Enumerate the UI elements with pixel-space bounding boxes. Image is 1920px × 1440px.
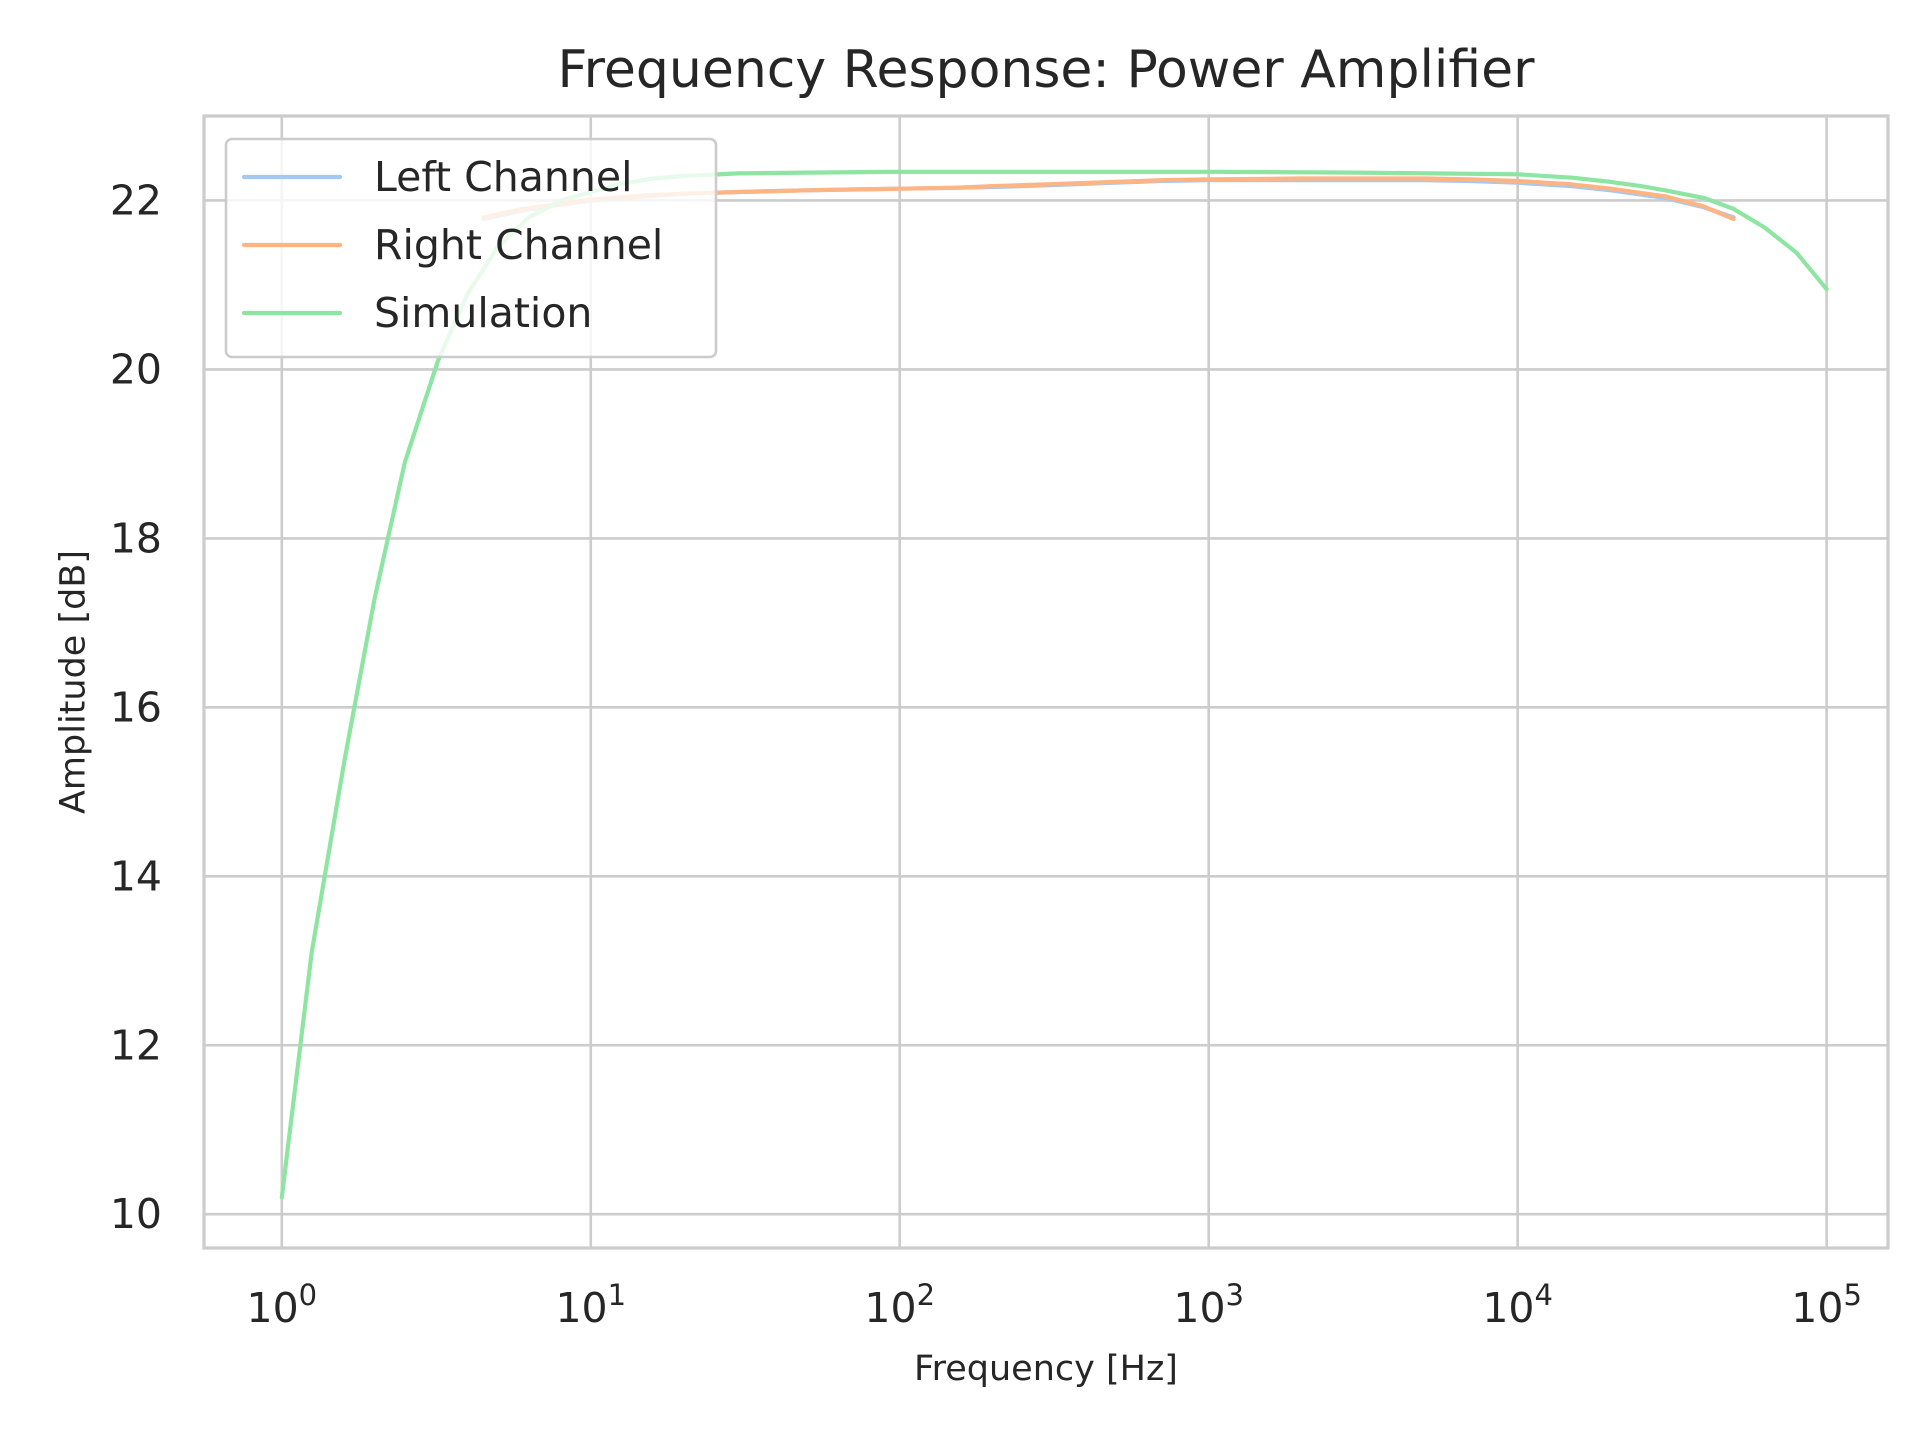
x-tick-label: 101 [555, 1278, 626, 1332]
legend-entry-label: Simulation [374, 289, 592, 337]
y-tick-label: 16 [110, 683, 162, 731]
y-tick-label: 12 [110, 1021, 162, 1069]
y-axis-label: Amplitude [dB] [53, 550, 93, 814]
legend: Left Channel Right Channel Simulation [224, 137, 718, 359]
y-tick-label: 10 [110, 1190, 162, 1238]
legend-entry-label: Right Channel [374, 221, 663, 269]
series-line [279, 169, 1829, 1200]
plot-frame [202, 114, 1890, 1250]
x-tick-label: 102 [864, 1278, 935, 1332]
x-tick-label: 100 [246, 1278, 317, 1332]
x-tick-label: 104 [1482, 1278, 1553, 1332]
y-tick-label: 18 [110, 514, 162, 562]
tick-labels: 100 101 102 103 104 105 10 12 14 16 18 20 22 [110, 176, 1862, 1332]
chart-title: Frequency Response: Power Amplifier [558, 40, 1536, 100]
y-tick-label: 22 [110, 176, 162, 224]
x-axis-label: Frequency [Hz] [914, 1349, 1178, 1389]
x-tick-label: 105 [1791, 1278, 1862, 1332]
legend-entry-label: Left Channel [374, 153, 633, 201]
x-tick-label: 103 [1173, 1278, 1244, 1332]
y-tick-label: 14 [110, 852, 162, 900]
grid [204, 116, 1888, 1248]
y-tick-label: 20 [110, 345, 162, 393]
legend-box [224, 137, 718, 359]
